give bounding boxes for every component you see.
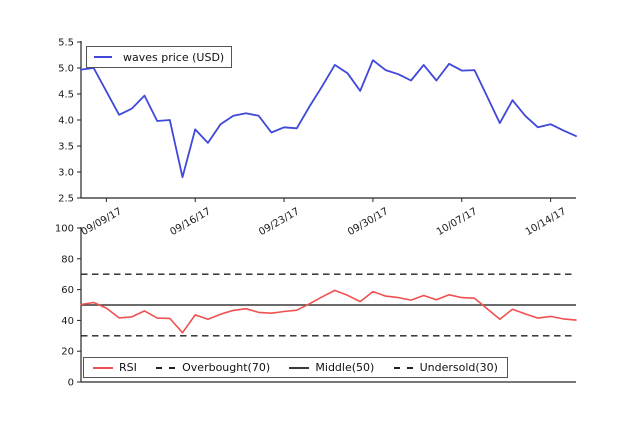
svg-text:4.0: 4.0 [58, 116, 74, 127]
svg-text:5.5: 5.5 [58, 38, 74, 49]
svg-text:09/30/17: 09/30/17 [346, 206, 390, 238]
undersold-legend-label: Undersold(30) [419, 361, 498, 374]
svg-text:20: 20 [61, 347, 74, 358]
svg-text:40: 40 [61, 316, 74, 327]
rsi-legend-item-middle: Middle(50) [289, 362, 374, 373]
middle-legend-label: Middle(50) [315, 361, 375, 374]
rsi-legend-item-undersold: Undersold(30) [393, 361, 498, 374]
svg-text:09/09/17: 09/09/17 [79, 206, 123, 238]
svg-text:3.0: 3.0 [58, 168, 74, 179]
svg-text:100: 100 [55, 224, 74, 235]
rsi-legend-item-rsi: RSI [93, 362, 137, 373]
price-line-swatch [94, 56, 112, 58]
svg-text:09/16/17: 09/16/17 [168, 206, 212, 238]
overbought-legend-label: Overbought(70) [182, 361, 271, 374]
undersold-line-swatch [393, 366, 414, 369]
svg-text:10/07/17: 10/07/17 [435, 206, 479, 238]
rsi-legend: RSI Overbought(70) Middle(50) Undersold(… [83, 357, 508, 378]
svg-text:09/23/17: 09/23/17 [257, 206, 301, 238]
price-legend: waves price (USD) [86, 46, 233, 68]
svg-text:0: 0 [68, 378, 74, 389]
overbought-line-swatch [156, 366, 177, 369]
svg-text:80: 80 [61, 254, 74, 265]
svg-text:4.5: 4.5 [58, 90, 74, 101]
rsi-line-swatch [93, 366, 113, 369]
svg-text:5.0: 5.0 [58, 64, 74, 75]
middle-line-swatch [289, 366, 310, 369]
rsi-legend-item-overbought: Overbought(70) [156, 362, 270, 373]
svg-text:10/14/17: 10/14/17 [524, 206, 568, 238]
rsi-legend-label: RSI [119, 361, 137, 374]
svg-text:2.5: 2.5 [58, 194, 74, 205]
svg-text:3.5: 3.5 [58, 142, 74, 153]
svg-text:60: 60 [61, 285, 74, 296]
price-legend-label: waves price (USD) [123, 50, 225, 64]
